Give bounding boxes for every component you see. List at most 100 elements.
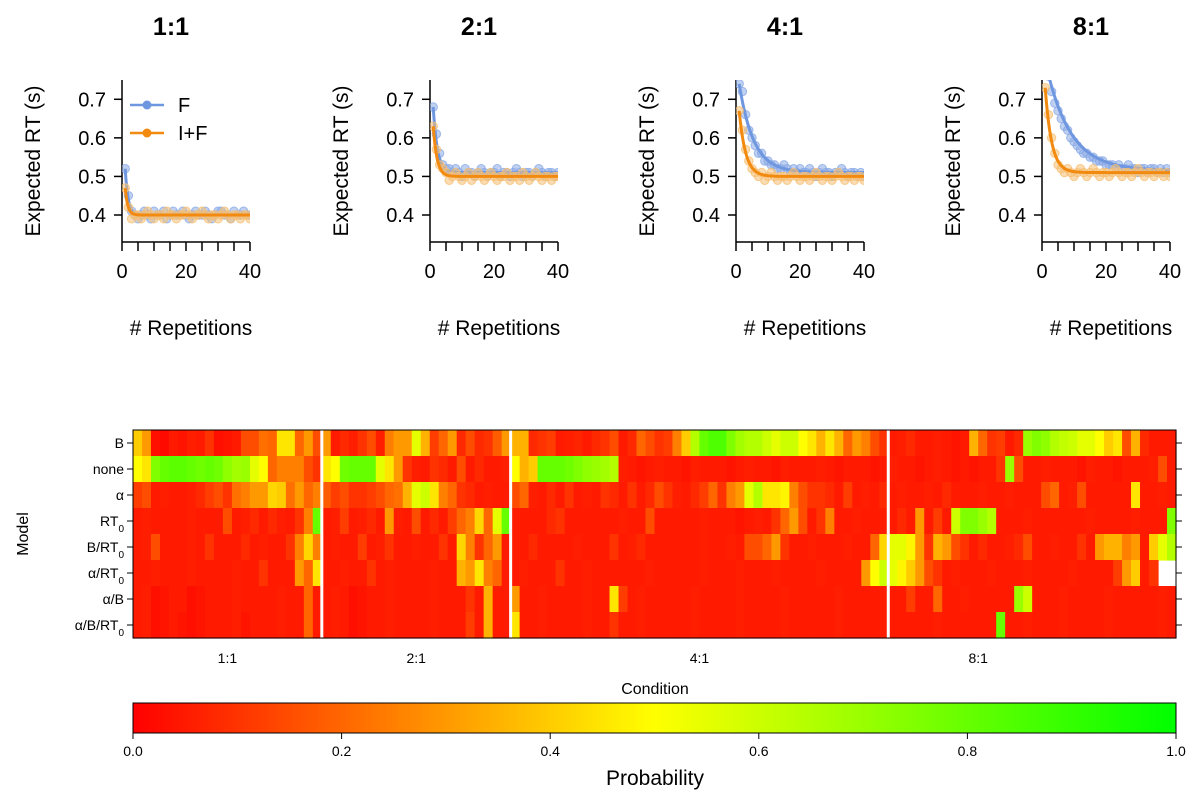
heatmap-cell	[1140, 430, 1150, 457]
heatmap-cell	[1095, 560, 1105, 587]
heatmap-cell	[969, 560, 979, 587]
heatmap-cell	[618, 586, 629, 613]
heatmap-cell	[1149, 508, 1159, 535]
heatmap-cell	[375, 560, 386, 587]
heatmap-cell	[1122, 612, 1132, 639]
heatmap-cell	[915, 612, 925, 639]
heatmap-cell	[1131, 456, 1141, 483]
heatmap-cell	[969, 534, 979, 561]
heatmap-cell	[1023, 430, 1033, 457]
heatmap-cell	[321, 612, 332, 639]
heatmap-cell	[177, 586, 188, 613]
heatmap-cell	[609, 456, 620, 483]
heatmap-cell	[753, 430, 763, 457]
heatmap-cell	[402, 508, 413, 535]
legend-marker	[142, 128, 152, 138]
heatmap-cell	[771, 482, 781, 509]
heatmap-cell	[186, 430, 197, 457]
heatmap-cell	[573, 430, 584, 457]
heatmap-cell	[213, 456, 224, 483]
heatmap-cell	[582, 430, 593, 457]
heatmap-cell	[1041, 482, 1051, 509]
heatmap-cell	[681, 586, 692, 613]
heatmap-cell	[996, 534, 1006, 561]
heatmap-cell	[366, 430, 377, 457]
y-tick-label: 0.7	[998, 89, 1026, 111]
heatmap-cell	[492, 612, 503, 639]
heatmap-cell	[168, 534, 179, 561]
heatmap-cell	[1095, 482, 1105, 509]
heatmap-cell	[429, 482, 440, 509]
heatmap-cell	[906, 586, 916, 613]
heatmap-cell	[1050, 456, 1060, 483]
heatmap-cell	[897, 482, 907, 509]
heatmap-cell	[546, 612, 557, 639]
heatmap-cell	[474, 612, 485, 639]
heatmap-cell	[1032, 482, 1042, 509]
y-tick-label: 0.7	[386, 89, 414, 111]
heatmap-cell	[375, 612, 386, 639]
heatmap-cell	[519, 586, 530, 613]
heatmap-cell	[699, 612, 710, 639]
heatmap-cell	[1158, 508, 1168, 535]
heatmap-cell	[222, 586, 233, 613]
heatmap-cell	[159, 586, 170, 613]
heatmap-cell	[204, 612, 215, 639]
heatmap-y-label: Model	[15, 512, 32, 556]
fit-line	[431, 106, 558, 175]
heatmap-cell	[717, 586, 728, 613]
heatmap-cell	[267, 534, 278, 561]
fit-line	[123, 187, 250, 217]
heatmap-cell	[924, 482, 934, 509]
heatmap-cell	[150, 456, 161, 483]
x-axis-label: # Repetitions	[130, 317, 253, 340]
heatmap-cell	[1059, 482, 1069, 509]
heatmap-cell	[303, 534, 314, 561]
heatmap-cell	[888, 430, 898, 457]
heatmap-cell	[303, 482, 314, 509]
heatmap-cell	[303, 508, 314, 535]
panel-title: 2:1	[461, 13, 497, 41]
heatmap-cell	[663, 586, 674, 613]
heatmap-cell	[987, 508, 997, 535]
heatmap-cell	[303, 612, 314, 639]
heatmap-cell	[663, 534, 674, 561]
heatmap-cell	[798, 430, 808, 457]
heatmap-cell	[798, 456, 808, 483]
heatmap-cell	[276, 560, 287, 587]
heatmap-cell	[1158, 586, 1168, 613]
heatmap-cell	[771, 456, 781, 483]
heatmap-cell	[231, 586, 242, 613]
heatmap-cell	[133, 508, 143, 535]
heatmap-cell	[133, 560, 143, 587]
heatmap-cell	[645, 456, 656, 483]
heatmap-cell	[312, 430, 323, 457]
heatmap-cell	[600, 456, 611, 483]
heatmap-cell	[537, 482, 548, 509]
heatmap-cell	[357, 482, 368, 509]
heatmap-cell	[177, 430, 188, 457]
heatmap-cell	[1158, 534, 1168, 561]
heatmap-cell	[510, 430, 521, 457]
heatmap-cell	[402, 560, 413, 587]
heatmap-cell	[906, 456, 916, 483]
heatmap-cell	[402, 430, 413, 457]
heatmap-cell	[249, 508, 260, 535]
heatmap-cell	[1041, 430, 1051, 457]
heatmap-cell	[1113, 586, 1123, 613]
heatmap-cell	[1113, 430, 1123, 457]
heatmap-cell	[1104, 430, 1114, 457]
heatmap-cell	[645, 482, 656, 509]
heatmap-cell	[456, 534, 467, 561]
heatmap-cell	[366, 560, 377, 587]
heatmap-cell	[843, 586, 853, 613]
heatmap-cell	[456, 612, 467, 639]
heatmap-cell	[1086, 534, 1096, 561]
rt-panel-2: 2:1 0.4 0.5 0.6 0.7 0 20 40 # Repetitions Expecte…	[330, 13, 569, 340]
heatmap-cell	[420, 560, 431, 587]
heatmap-cell	[492, 586, 503, 613]
heatmap-cell	[1077, 508, 1087, 535]
heatmap-cell	[960, 612, 970, 639]
heatmap-cell	[1158, 430, 1168, 457]
